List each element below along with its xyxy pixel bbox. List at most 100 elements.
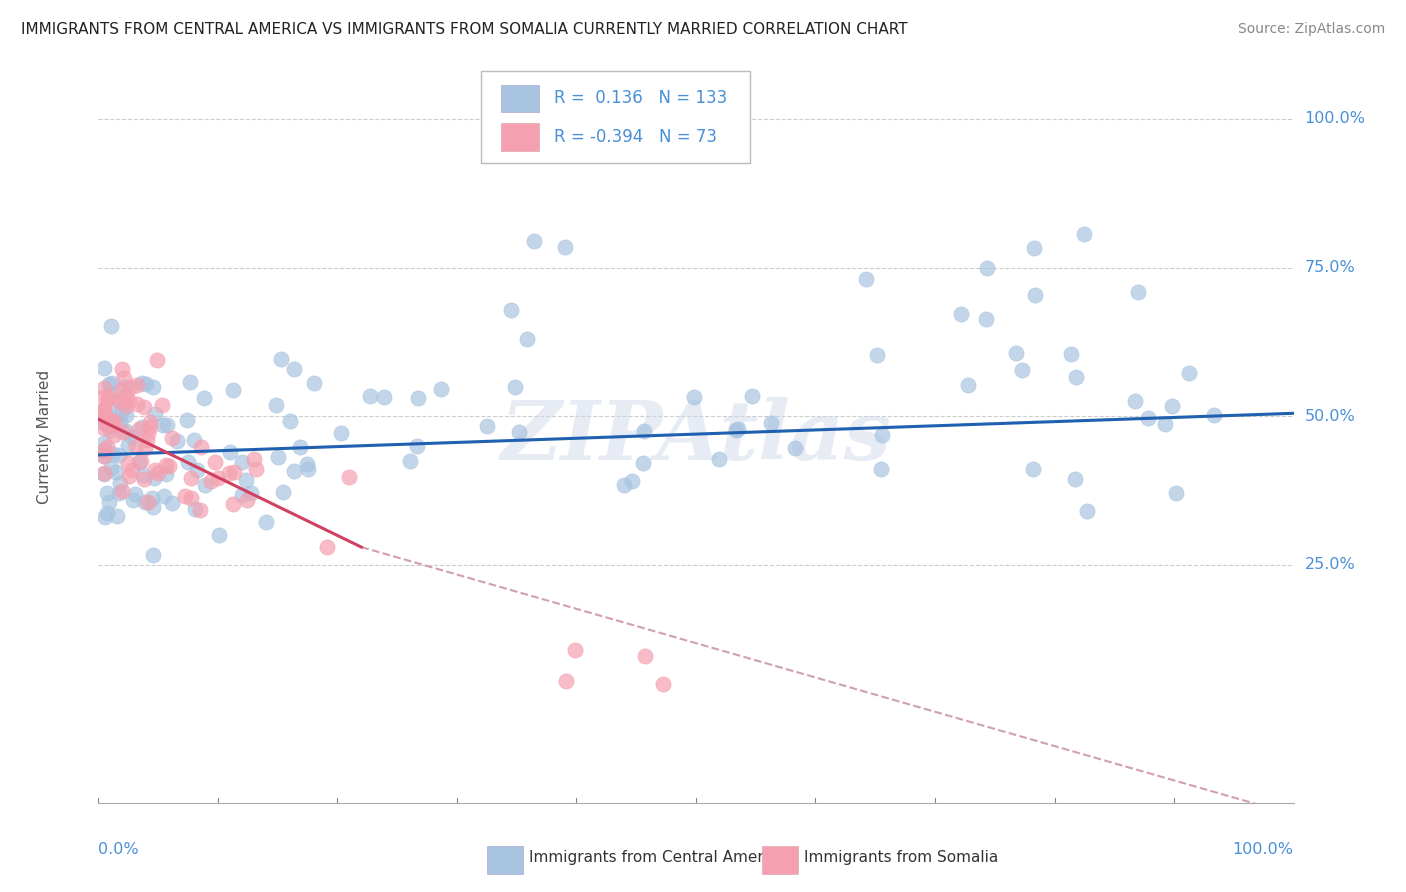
Point bbox=[870, 427, 893, 442]
FancyBboxPatch shape bbox=[501, 123, 540, 151]
Point bbox=[125, 377, 148, 392]
Point bbox=[97, 376, 120, 391]
Point bbox=[155, 458, 177, 472]
Point bbox=[1011, 363, 1033, 377]
Point bbox=[135, 433, 157, 447]
Text: IMMIGRANTS FROM CENTRAL AMERICA VS IMMIGRANTS FROM SOMALIA CURRENTLY MARRIED COR: IMMIGRANTS FROM CENTRAL AMERICA VS IMMIG… bbox=[21, 22, 908, 37]
Point bbox=[101, 447, 124, 461]
Point bbox=[122, 492, 145, 507]
Point bbox=[110, 383, 132, 397]
Point bbox=[152, 398, 174, 412]
Point bbox=[1064, 472, 1087, 486]
Point bbox=[283, 362, 305, 376]
Point bbox=[501, 302, 523, 317]
Point bbox=[117, 438, 139, 452]
Point bbox=[134, 472, 156, 486]
Point bbox=[101, 417, 124, 432]
Point bbox=[153, 490, 176, 504]
Point bbox=[200, 474, 222, 488]
Point bbox=[156, 418, 179, 433]
Point bbox=[108, 476, 131, 491]
Point bbox=[956, 378, 979, 392]
Point bbox=[264, 398, 287, 412]
Point bbox=[207, 471, 229, 485]
Point bbox=[112, 370, 135, 384]
Point bbox=[222, 465, 245, 479]
Point bbox=[93, 436, 115, 450]
Point bbox=[1202, 408, 1225, 422]
Point bbox=[111, 425, 134, 439]
Point bbox=[93, 361, 115, 376]
Point bbox=[315, 540, 337, 554]
Point bbox=[136, 425, 159, 440]
Point bbox=[613, 478, 636, 492]
Point bbox=[166, 434, 188, 449]
Point bbox=[1059, 347, 1081, 361]
Point bbox=[1126, 285, 1149, 299]
Point bbox=[105, 466, 128, 480]
Point bbox=[100, 386, 122, 401]
Point bbox=[785, 441, 807, 455]
Point bbox=[554, 240, 576, 254]
Point bbox=[180, 491, 202, 506]
Point bbox=[330, 426, 353, 441]
Point bbox=[288, 441, 311, 455]
Point bbox=[231, 455, 253, 469]
Point bbox=[207, 528, 229, 542]
Point bbox=[183, 433, 205, 447]
Point bbox=[160, 431, 183, 445]
Point bbox=[108, 414, 131, 428]
Point bbox=[125, 397, 148, 411]
Point bbox=[267, 450, 290, 464]
Text: 25.0%: 25.0% bbox=[1305, 558, 1355, 573]
Point bbox=[1064, 369, 1087, 384]
Point bbox=[1154, 417, 1177, 431]
Point bbox=[1125, 393, 1147, 408]
Point bbox=[1177, 366, 1199, 380]
Point bbox=[141, 491, 163, 505]
Point bbox=[173, 489, 195, 503]
Point bbox=[93, 390, 115, 404]
Text: ZIPAtlas: ZIPAtlas bbox=[501, 397, 891, 477]
Point bbox=[111, 362, 134, 376]
Point bbox=[235, 493, 257, 508]
Point bbox=[157, 458, 180, 473]
Point bbox=[111, 404, 134, 418]
Point bbox=[128, 455, 150, 469]
Point bbox=[128, 422, 150, 436]
Text: 75.0%: 75.0% bbox=[1305, 260, 1355, 275]
Point bbox=[239, 486, 262, 500]
Point bbox=[142, 380, 165, 394]
Point bbox=[1076, 504, 1098, 518]
Point bbox=[179, 375, 201, 389]
Point bbox=[100, 423, 122, 437]
Point bbox=[117, 457, 139, 471]
Point bbox=[93, 509, 115, 524]
Point bbox=[190, 441, 212, 455]
Point bbox=[193, 391, 215, 405]
Point bbox=[194, 477, 217, 491]
Point bbox=[176, 455, 198, 469]
FancyBboxPatch shape bbox=[762, 846, 797, 874]
Point bbox=[555, 674, 578, 689]
Point bbox=[114, 408, 136, 422]
Point bbox=[142, 500, 165, 515]
Point bbox=[100, 460, 122, 475]
Point bbox=[1073, 227, 1095, 242]
Point bbox=[242, 452, 264, 467]
Point bbox=[131, 376, 153, 390]
Point bbox=[222, 497, 245, 511]
Point bbox=[120, 380, 142, 394]
Point bbox=[683, 390, 706, 404]
Point bbox=[114, 380, 136, 394]
Point bbox=[142, 548, 165, 562]
Point bbox=[115, 388, 138, 402]
Point bbox=[110, 394, 132, 409]
Point bbox=[100, 319, 122, 334]
Point bbox=[103, 414, 125, 428]
Point bbox=[93, 450, 115, 464]
Point bbox=[295, 457, 318, 471]
Text: 100.0%: 100.0% bbox=[1233, 842, 1294, 856]
Point bbox=[111, 483, 134, 498]
Point bbox=[145, 353, 167, 368]
